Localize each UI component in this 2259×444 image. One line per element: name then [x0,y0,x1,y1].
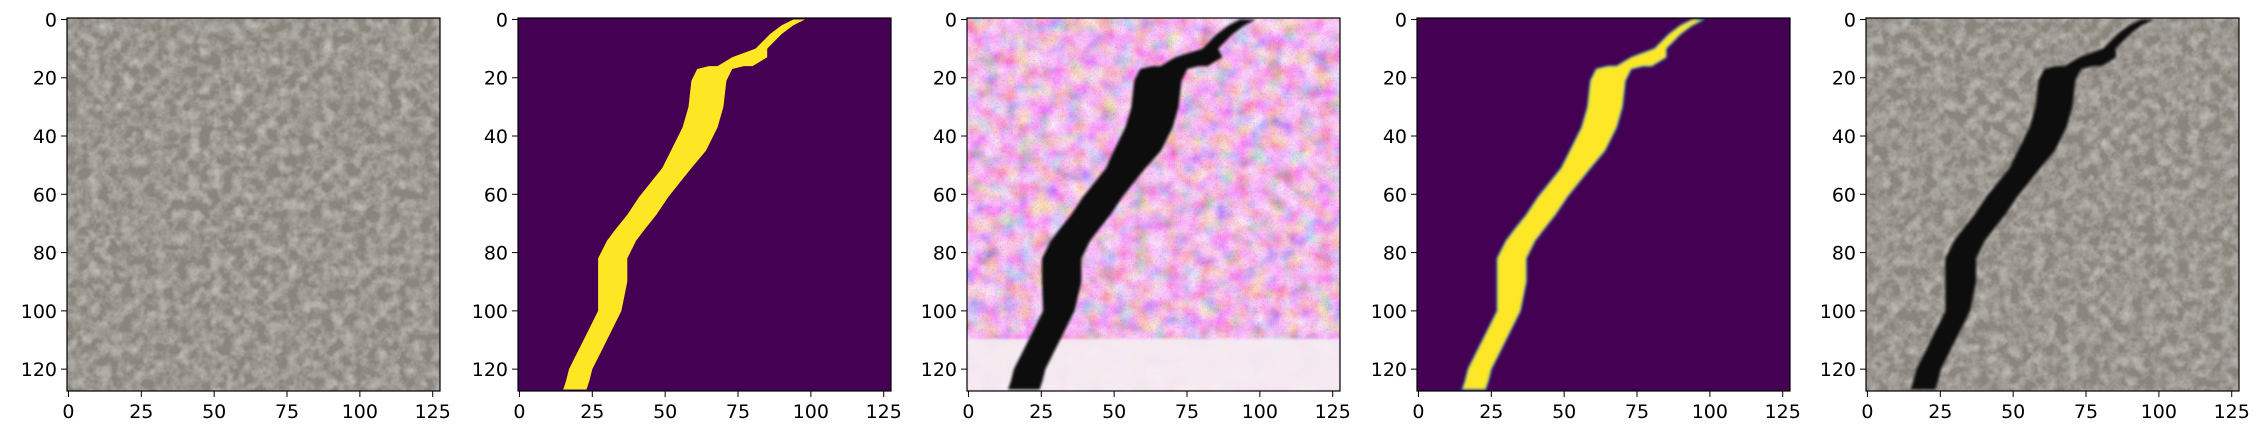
y-tick-label: 120 [921,359,957,381]
panel-image [518,18,891,391]
y-tick-label: 20 [1383,68,1407,90]
axes-frame [66,17,441,392]
generated-crack-panel: 0 25 50 75 100 125 0 20 40 60 80 100 120 [921,9,1351,423]
y-tick-label: 40 [933,126,957,148]
x-tick-label: 50 [1102,401,1126,423]
y-tick-label: 60 [484,184,508,206]
panel-image [67,18,440,391]
x-tick-label: 125 [1765,401,1801,423]
x-tick-label: 125 [415,401,451,423]
x-tick-label: 50 [2001,401,2025,423]
y-tick-label: 40 [1832,126,1856,148]
x-tick-label: 0 [1412,401,1424,423]
y-tick-label: 80 [933,243,957,265]
x-tick-label: 50 [653,401,677,423]
concrete-texture-panel: 0 25 50 75 100 125 0 20 40 60 80 100 120 [21,9,451,423]
axes-frame [966,17,1341,392]
x-tick-label: 75 [275,401,299,423]
crack-region [1910,19,2154,390]
x-tick-label: 100 [1242,401,1278,423]
y-tick-label: 80 [1383,243,1407,265]
x-tick-label: 125 [1315,401,1351,423]
crack-mask-region [1461,18,1705,391]
x-tick-label: 0 [1861,401,1873,423]
y-tick-label: 100 [21,301,57,323]
predicted-crack-panel: 0 25 50 75 100 125 0 20 40 60 80 100 120 [1371,9,1801,423]
y-tick-label: 100 [1371,301,1407,323]
x-tick-label: 75 [1175,401,1199,423]
y-tick-label: 20 [33,68,57,90]
x-tick-label: 25 [1928,401,1952,423]
x-tick-label: 100 [1692,401,1728,423]
y-tick-label: 20 [1832,68,1856,90]
y-tick-label: 0 [945,9,957,31]
y-tick-label: 80 [33,243,57,265]
y-tick-label: 120 [472,359,508,381]
x-tick-label: 25 [1029,401,1053,423]
panel-image [1417,18,1790,391]
y-tick-label: 80 [1832,243,1856,265]
x-tick-label: 75 [1625,401,1649,423]
x-tick-label: 50 [202,401,226,423]
y-tick-label: 60 [1832,184,1856,206]
y-tick-label: 60 [33,184,57,206]
panel-image [967,18,1340,391]
x-tick-label: 25 [129,401,153,423]
x-tick-label: 0 [962,401,974,423]
y-tick-label: 0 [45,9,57,31]
crack-mask-panel: 0 25 50 75 100 125 0 20 40 60 80 100 120 [472,9,902,423]
blended-crack-panel: 0 25 50 75 100 125 0 20 40 60 80 100 120 [1820,9,2250,423]
x-tick-label: 125 [2214,401,2250,423]
y-tick-label: 100 [472,301,508,323]
y-tick-label: 20 [484,68,508,90]
x-tick-label: 100 [342,401,378,423]
y-tick-label: 60 [1383,184,1407,206]
axes-frame [517,17,892,392]
y-tick-label: 40 [1383,126,1407,148]
x-tick-label: 0 [513,401,525,423]
axes-frame [1865,17,2240,392]
y-tick-label: 120 [1371,359,1407,381]
x-tick-label: 125 [866,401,902,423]
x-tick-label: 25 [1479,401,1503,423]
x-tick-label: 75 [726,401,750,423]
crack-mask-region [563,19,805,390]
concrete-surface [67,18,440,391]
y-tick-label: 40 [33,126,57,148]
y-tick-label: 0 [496,9,508,31]
y-tick-label: 80 [484,243,508,265]
y-tick-label: 0 [1844,9,1856,31]
crack-region [1008,19,1257,390]
x-tick-label: 100 [2141,401,2177,423]
x-tick-label: 25 [580,401,604,423]
y-tick-label: 120 [1820,359,1856,381]
y-tick-label: 100 [921,301,957,323]
panel-image [1866,18,2239,391]
x-tick-label: 0 [62,401,74,423]
x-tick-label: 50 [1552,401,1576,423]
y-tick-label: 60 [933,184,957,206]
axes-frame [1416,17,1791,392]
y-tick-label: 0 [1395,9,1407,31]
x-tick-label: 75 [2074,401,2098,423]
x-tick-label: 100 [793,401,829,423]
y-tick-label: 40 [484,126,508,148]
y-tick-label: 100 [1820,301,1856,323]
y-tick-label: 20 [933,68,957,90]
y-tick-label: 120 [21,359,57,381]
